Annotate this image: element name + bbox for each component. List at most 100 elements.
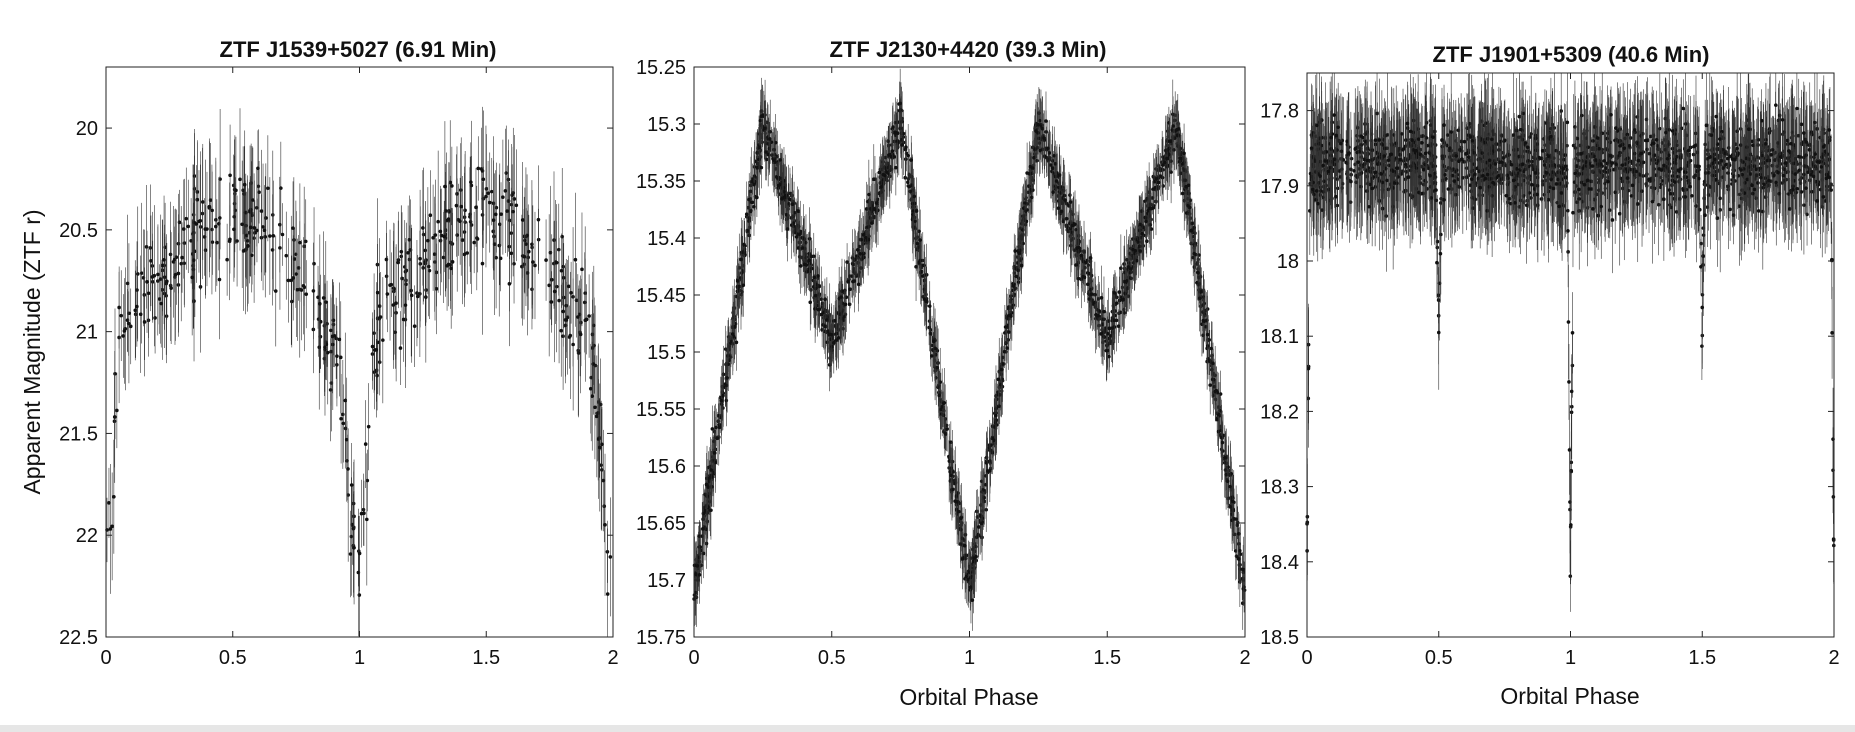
data-point: [1011, 284, 1016, 288]
data-point: [717, 425, 722, 430]
data-point: [487, 200, 492, 205]
data-point: [150, 279, 155, 284]
data-point: [809, 254, 814, 259]
data-point: [432, 252, 437, 257]
data-point: [768, 129, 773, 134]
data-point: [1076, 276, 1081, 281]
panel-title: ZTF J1539+5027 (6.91 Min): [220, 37, 497, 62]
data-point: [484, 194, 488, 199]
data-point: [381, 338, 385, 342]
data-point: [834, 331, 839, 336]
data-point: [950, 487, 954, 492]
data-point: [228, 173, 232, 178]
data-point: [341, 412, 345, 417]
data-point: [805, 269, 809, 274]
data-point: [1222, 455, 1227, 460]
data-point: [1165, 156, 1169, 161]
data-point: [168, 252, 173, 257]
data-point: [472, 240, 476, 245]
data-point: [431, 235, 435, 240]
data-point: [271, 234, 276, 238]
data-point: [1037, 111, 1041, 115]
data-point: [1120, 285, 1125, 290]
data-point: [886, 139, 891, 143]
x-tick-label: 1.5: [472, 647, 500, 669]
data-point: [158, 277, 163, 281]
data-point: [162, 258, 166, 262]
data-point: [520, 264, 524, 269]
data-point: [253, 231, 257, 235]
data-point: [730, 332, 735, 336]
data-point: [590, 346, 595, 350]
data-point: [403, 303, 408, 307]
data-point: [176, 271, 181, 276]
data-point: [128, 324, 133, 329]
data-point: [840, 289, 844, 294]
data-point: [1036, 122, 1041, 127]
data-point: [289, 278, 294, 283]
data-point: [721, 393, 725, 398]
data-point: [1670, 183, 1674, 187]
data-point: [312, 261, 316, 266]
data-point: [568, 333, 573, 338]
panel-points: [1305, 73, 1836, 612]
data-point: [734, 340, 739, 345]
data-point: [494, 255, 498, 260]
data-point: [1117, 290, 1122, 294]
data-point: [838, 312, 843, 316]
data-point: [266, 186, 270, 191]
data-point: [1107, 354, 1111, 359]
data-point: [1144, 219, 1148, 224]
data-point: [330, 334, 335, 339]
data-point: [1079, 253, 1084, 258]
data-point: [797, 232, 802, 237]
data-point: [825, 318, 829, 322]
x-tick-label: 2: [607, 647, 618, 669]
data-point: [148, 246, 153, 250]
panel-ztf-j1539: ZTF J1539+5027 (6.91 Min) 0 0.5 1 1.5 2 20 20.…: [19, 37, 619, 669]
data-point: [1169, 170, 1173, 174]
data-point: [890, 149, 895, 153]
data-point: [725, 376, 729, 380]
data-point: [1122, 262, 1126, 266]
data-point: [757, 157, 761, 162]
data-point: [785, 227, 790, 231]
data-point: [1231, 517, 1236, 521]
data-point: [697, 555, 701, 560]
data-point: [997, 404, 1001, 409]
y-axis-label: Apparent Magnitude (ZTF r): [19, 209, 45, 494]
data-point: [885, 170, 889, 174]
data-point: [1075, 246, 1079, 250]
data-point: [552, 238, 556, 242]
data-point: [1228, 484, 1232, 489]
x-tick-label: 0.5: [818, 647, 846, 669]
data-point: [561, 309, 566, 314]
data-point: [759, 114, 764, 118]
data-point: [252, 226, 257, 230]
y-tick-label: 15.35: [636, 171, 686, 193]
data-point: [349, 534, 354, 539]
data-point: [1208, 383, 1212, 387]
data-point: [474, 236, 479, 240]
data-point: [520, 218, 525, 222]
data-point: [523, 238, 527, 243]
data-point: [809, 288, 813, 292]
data-point: [694, 590, 698, 595]
y-tick-label: 15.25: [636, 57, 686, 79]
data-point: [218, 177, 222, 181]
data-point: [839, 295, 843, 299]
data-point: [378, 315, 383, 319]
data-point: [712, 439, 716, 444]
data-point: [481, 177, 486, 182]
data-point: [1180, 191, 1185, 196]
data-point: [125, 281, 130, 286]
data-point: [918, 238, 923, 242]
data-point: [108, 527, 113, 531]
data-point: [914, 209, 919, 213]
data-point: [1099, 296, 1104, 300]
data-point: [492, 234, 496, 239]
data-point: [372, 370, 377, 374]
data-point: [1123, 291, 1127, 296]
data-point: [881, 172, 886, 177]
data-point: [246, 244, 250, 248]
